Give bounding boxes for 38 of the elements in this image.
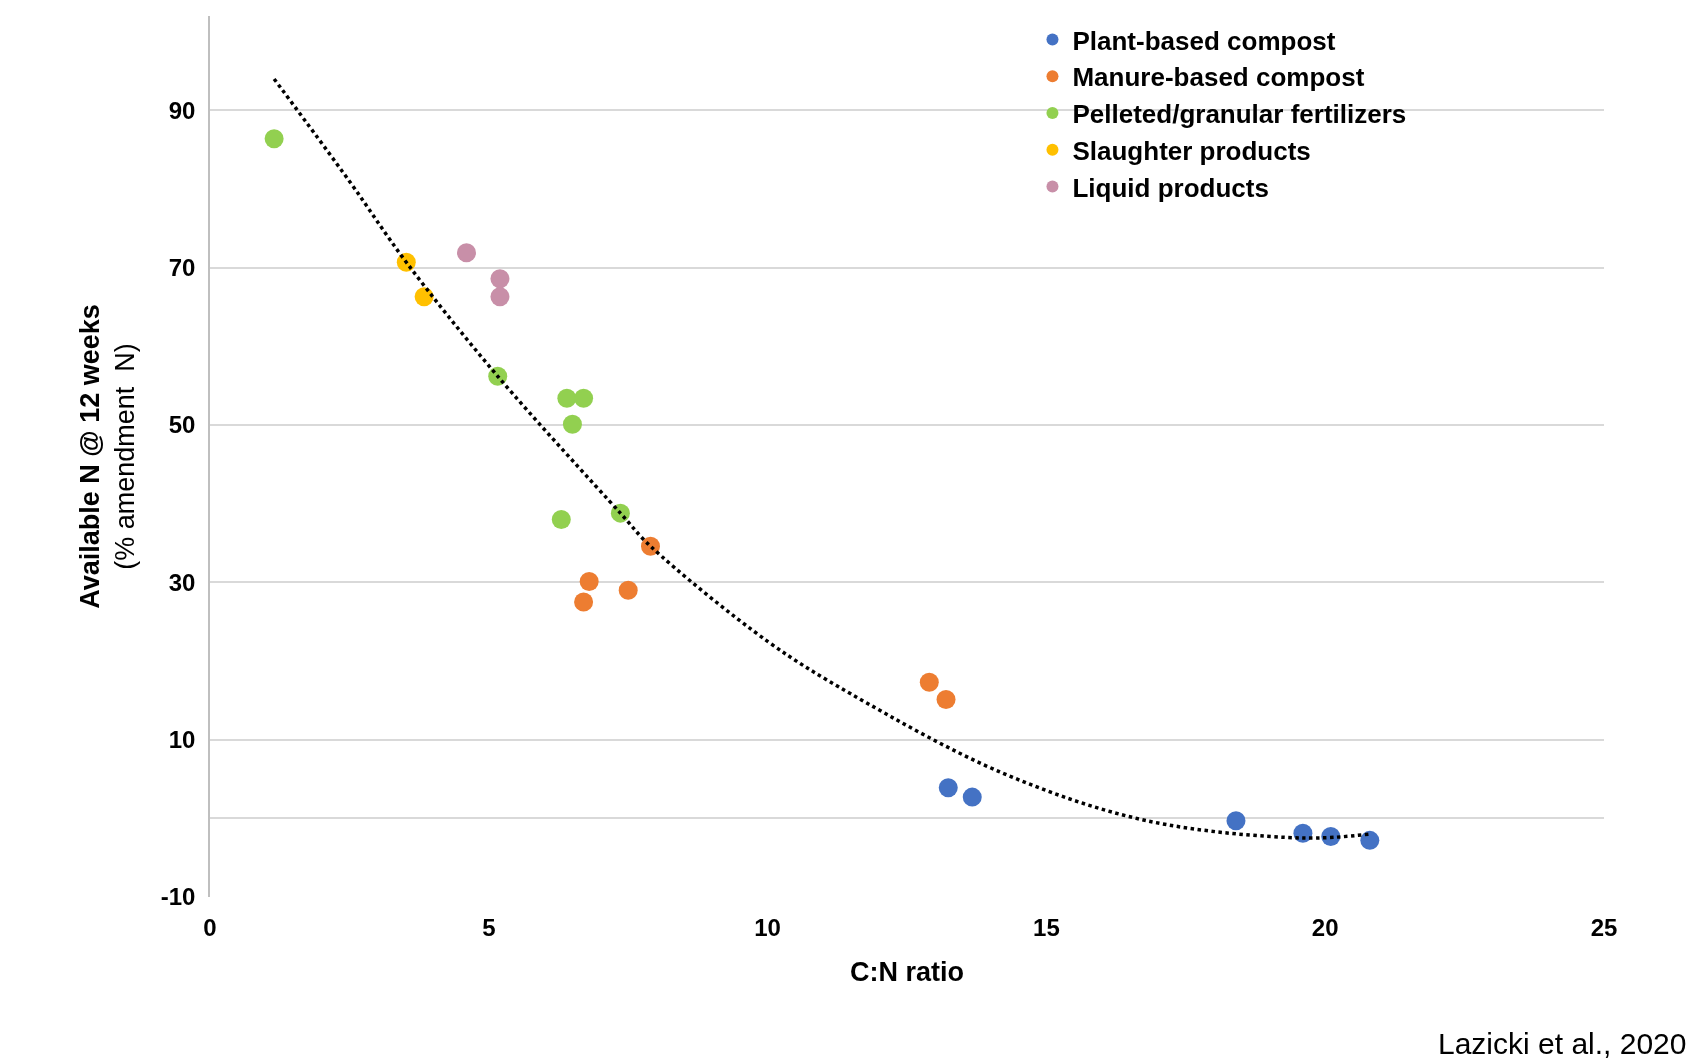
y-tick-label: 50 (168, 411, 196, 439)
point (551, 509, 571, 529)
point (557, 388, 577, 408)
y-tick-label: 70 (168, 254, 196, 282)
y-axis-title: Available N @ 12 weeks (% amendment N) (75, 304, 141, 609)
point (1226, 811, 1246, 831)
legend-label: Pelleted/granular fertilizers (1072, 99, 1407, 130)
x-tick-label: 15 (1033, 914, 1060, 941)
legend-label: Manure-based compost (1072, 62, 1365, 93)
y-tick-label: 10 (168, 726, 196, 754)
point (938, 778, 958, 798)
point (919, 672, 939, 692)
legend-label: Plant-based compost (1072, 25, 1336, 56)
point (618, 580, 638, 600)
x-tick-label: 20 (1311, 914, 1339, 941)
point (264, 129, 284, 149)
x-tick-label: 10 (754, 914, 781, 941)
legend-label: Liquid products (1072, 172, 1269, 203)
point (1360, 830, 1380, 850)
point (962, 787, 982, 807)
y-tick-label: -10 (160, 883, 196, 911)
x-axis-title: C:N ratio (850, 957, 964, 988)
y-tick-label: 30 (168, 568, 196, 596)
point (574, 388, 594, 408)
point (414, 287, 434, 307)
legend-label: Slaughter products (1072, 135, 1311, 166)
point (936, 690, 956, 710)
x-tick-label: 0 (203, 914, 217, 941)
point (490, 269, 510, 289)
point (562, 414, 582, 434)
point (574, 592, 594, 612)
text: Lazicki et al., 2020 (1438, 1027, 1687, 1060)
point (457, 243, 476, 263)
x-tick-label: 25 (1590, 914, 1618, 941)
y-tick-label: 90 (168, 96, 196, 124)
point (490, 287, 510, 307)
point (579, 572, 599, 592)
x-tick-label: 5 (482, 914, 496, 941)
